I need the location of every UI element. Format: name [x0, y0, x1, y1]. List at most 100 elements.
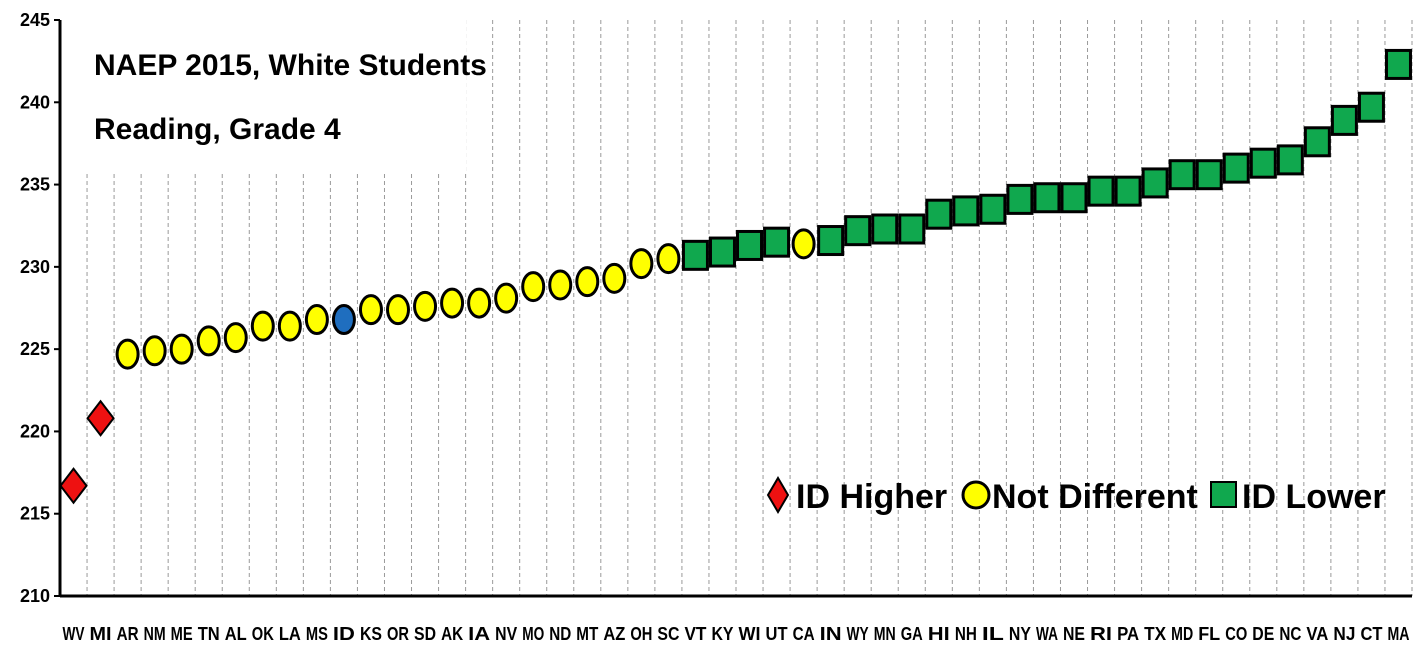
axes: [58, 20, 1412, 598]
x-category-labels: WV MI AR NM ME TN AL OK LA MS ID KS OR SD AK IA NV MO ND MT…: [63, 624, 1410, 644]
point-ut: [763, 226, 791, 258]
x-label-ut: UT: [766, 624, 788, 644]
legend-marker-not-different: [961, 480, 991, 510]
x-label-ar: AR: [117, 624, 139, 644]
point-ok: [250, 310, 275, 342]
x-label-tn: TN: [198, 624, 220, 644]
x-label-la: LA: [279, 624, 301, 644]
x-label-wy: WY: [847, 624, 869, 644]
x-label-mn: MN: [874, 624, 896, 644]
y-tick-label: 235: [20, 175, 50, 195]
x-label-nm: NM: [144, 624, 166, 644]
legend-marker-id-lower: [1210, 481, 1237, 508]
legend-label-id-higher: ID Higher: [796, 478, 947, 516]
y-tick-label: 245: [20, 10, 50, 30]
x-label-tx: TX: [1144, 624, 1166, 644]
x-label-wa: WA: [1036, 624, 1058, 644]
point-oh: [629, 248, 654, 280]
point-in: [817, 225, 845, 257]
y-tick-label: 225: [20, 339, 50, 359]
point-id: [331, 304, 356, 336]
point-ca: [791, 228, 816, 260]
point-md: [1168, 159, 1196, 191]
x-label-il: IL: [982, 624, 1004, 644]
point-ma: [1384, 48, 1412, 80]
x-label-ia: IA: [468, 624, 490, 644]
x-label-ca: CA: [793, 624, 815, 644]
vertical-grid: [86, 20, 1413, 596]
x-label-nc: NC: [1279, 624, 1301, 644]
x-label-nj: NJ: [1333, 624, 1355, 644]
x-label-al: AL: [225, 624, 247, 644]
point-ny: [1006, 183, 1034, 215]
point-tx: [1141, 167, 1169, 199]
point-nh: [952, 195, 980, 227]
point-fl: [1195, 159, 1223, 191]
x-label-va: VA: [1306, 624, 1328, 644]
y-tick-label: 230: [20, 257, 50, 277]
x-label-or: OR: [387, 624, 409, 644]
x-label-co: CO: [1225, 624, 1247, 644]
x-label-az: AZ: [603, 624, 625, 644]
point-nc: [1276, 144, 1304, 176]
title-background: [66, 8, 466, 173]
point-nm: [142, 335, 167, 367]
x-label-mt: MT: [576, 624, 598, 644]
x-label-hi: HI: [928, 624, 950, 644]
x-label-wi: WI: [739, 624, 761, 644]
point-ga: [898, 213, 926, 245]
x-label-sc: SC: [657, 624, 679, 644]
point-sc: [656, 243, 681, 275]
point-me: [169, 333, 194, 365]
x-label-ms: MS: [306, 624, 328, 644]
point-tn: [196, 325, 221, 357]
point-az: [602, 262, 627, 294]
x-label-md: MD: [1171, 624, 1193, 644]
y-tick-label: 220: [20, 421, 50, 441]
point-la: [277, 310, 302, 342]
point-ne: [1060, 182, 1088, 214]
data-points: [59, 48, 1412, 505]
point-ct: [1357, 91, 1385, 123]
point-ri: [1087, 175, 1115, 207]
x-label-de: DE: [1252, 624, 1274, 644]
y-tick-labels: 210 215 220 225 230 235 240 245: [20, 10, 60, 606]
x-label-ny: NY: [1009, 624, 1031, 644]
x-label-nv: NV: [495, 624, 517, 644]
x-label-id: ID: [333, 624, 355, 644]
x-label-ne: NE: [1063, 624, 1085, 644]
x-label-ga: GA: [901, 624, 923, 644]
point-ar: [115, 338, 140, 370]
point-wa: [1033, 182, 1061, 214]
x-label-pa: PA: [1117, 624, 1139, 644]
x-label-ct: CT: [1360, 624, 1382, 644]
point-ia: [467, 287, 492, 319]
x-label-nd: ND: [549, 624, 571, 644]
point-hi: [925, 198, 953, 230]
point-nd: [548, 269, 573, 301]
point-wy: [844, 215, 872, 247]
point-wv: [59, 467, 88, 505]
x-label-ky: KY: [711, 624, 733, 644]
x-label-ma: MA: [1387, 624, 1409, 644]
y-tick-label: 210: [20, 586, 50, 606]
x-label-ks: KS: [360, 624, 382, 644]
x-label-mi: MI: [90, 624, 112, 644]
point-mn: [871, 213, 899, 245]
x-label-wv: WV: [63, 624, 85, 644]
x-label-vt: VT: [684, 624, 706, 644]
chart-title-line-1: NAEP 2015, White Students: [94, 49, 487, 82]
x-label-ok: OK: [252, 624, 274, 644]
point-wi: [736, 229, 764, 261]
x-label-ri: RI: [1090, 624, 1112, 644]
point-mi: [86, 399, 115, 437]
x-label-nh: NH: [955, 624, 977, 644]
legend-label-not-different: Not Different: [992, 478, 1198, 516]
point-or: [386, 294, 410, 326]
y-tick-label: 215: [20, 504, 50, 524]
x-label-sd: SD: [414, 624, 436, 644]
legend: ID Higher Not Different ID Lower: [766, 476, 1386, 516]
point-mo: [521, 271, 546, 303]
point-vt: [681, 239, 709, 271]
